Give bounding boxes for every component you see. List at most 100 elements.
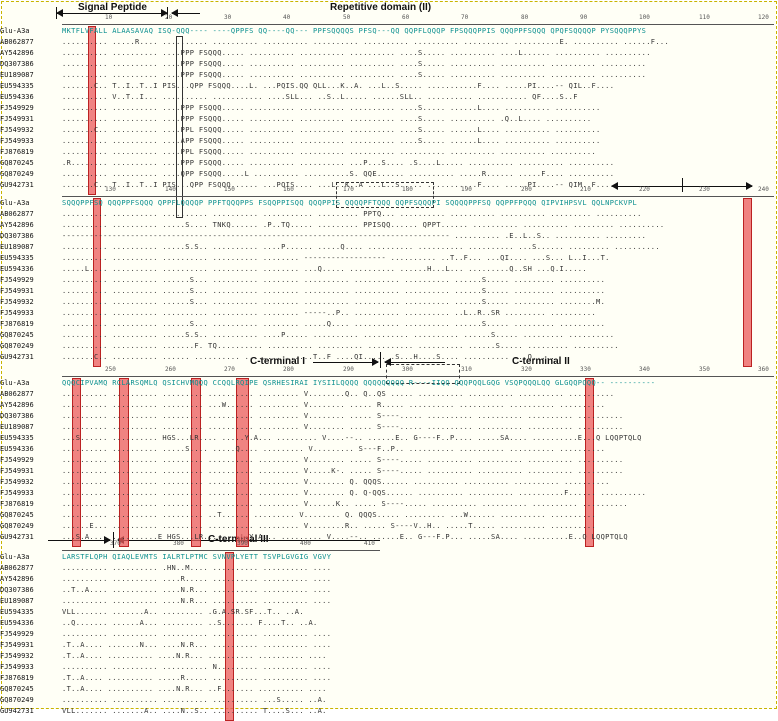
- ruler-tick-label: 160: [283, 186, 294, 193]
- sequence-residues: .......... .......... ......... ........…: [62, 478, 610, 486]
- ruler-tick-label: 230: [699, 186, 710, 193]
- alignment-row: AB062877 .......... .......... ......... …: [0, 389, 778, 400]
- sequence-name: FJ549932: [0, 478, 34, 486]
- sequence-residues: .......... .......... ....PPP FSQQQ.....…: [62, 60, 647, 68]
- alignment-row: GU942731 VLL....... .......A.. ....N..S..…: [0, 706, 778, 717]
- alignment-row: DQ307386 ..T..A.... .......... ....N.R...…: [0, 585, 778, 596]
- alignment-row: FJ549929 .......... .......... ......S...…: [0, 275, 778, 286]
- sequence-name: EU594336: [0, 265, 34, 273]
- ruler-tick-label: 350: [699, 366, 710, 373]
- sequence-residues: ..T..A.... .......... ....N.R... .......…: [62, 586, 332, 594]
- conserved-cysteine-highlight: [191, 378, 201, 547]
- sequence-name: EU594336: [0, 93, 34, 101]
- sequence-residues: .......... .......... ......... ........…: [62, 456, 624, 464]
- sequence-residues: .......... .......... .......F. TQ......…: [62, 342, 619, 350]
- alignment-row: FJ549933 .......... .......... ......... …: [0, 488, 778, 499]
- sequence-name: FJ549929: [0, 104, 34, 112]
- conserved-cysteine-highlight: [743, 198, 752, 367]
- sequence-residues: .......... .......... ......S... .......…: [62, 320, 606, 328]
- signal-peptide-bar-left: [56, 7, 57, 19]
- alignment-row: FJ876819 .......... .......... ......... …: [0, 499, 778, 510]
- ruler-tick-label: 90: [580, 14, 588, 21]
- sequence-name: AB062877: [0, 38, 34, 46]
- sequence-name: FJ876819: [0, 674, 34, 682]
- ruler-tick-label: 370: [110, 540, 121, 547]
- sequence-name: EU594335: [0, 608, 34, 616]
- sequence-name: DQ307386: [0, 586, 34, 594]
- sequence-residues: ......E... .......... ......... ........…: [62, 522, 597, 530]
- alignment-row: FJ549929 .......... .......... ..........…: [0, 629, 778, 640]
- sequence-name: FJ876819: [0, 320, 34, 328]
- sequence-residues: .......... .......... ......... ........…: [62, 467, 624, 475]
- alignment-row: FJ549932 .......C.. .......... ....PPL FS…: [0, 125, 778, 136]
- sequence-name: Glu-A3a: [0, 199, 30, 207]
- c-terminal-2-arrow: [384, 358, 445, 366]
- alignment-row: FJ549931 .......... .......... ....PPP FS…: [0, 114, 778, 125]
- ruler-tick-label: 180: [402, 186, 413, 193]
- sequence-residues: .......... .....R.... .......... .......…: [62, 38, 670, 46]
- sequence-residues: .......... .......... .......... .......…: [62, 696, 327, 704]
- alignment-row: FJ876819 .T..A.... .......... .....R.....…: [0, 673, 778, 684]
- sequence-residues: .......... .......... .HN..M.... .......…: [62, 564, 332, 572]
- sequence-residues: .......... .......... ......... ........…: [62, 390, 615, 398]
- sequence-residues: MKTFLVFALL ALAASAVAQ ISQ-QQQ---- ----QPP…: [62, 27, 647, 35]
- ruler-tick-label: 60: [402, 14, 410, 21]
- alignment-row: GQ870245 .R........ .......... ....PPP FS…: [0, 158, 778, 169]
- alignment-row: Glu-A3a QQQCIPVAMQ RCLARSQMLQ QSICHVMQQQ …: [0, 378, 778, 389]
- sequence-residues: .......... .......... ....APP FSQQQ.....…: [62, 137, 601, 145]
- sequence-residues: .......... .......... ......... ..T.....…: [62, 511, 597, 519]
- sequence-name: EU189087: [0, 423, 34, 431]
- alignment-row: EU189087 .......... .......... ....PPP FS…: [0, 70, 778, 81]
- alignment-row: FJ549929 .......... .......... ....PPP FS…: [0, 103, 778, 114]
- sequence-residues: .......... .......... ......S... .......…: [62, 287, 606, 295]
- sequence-name: EU189087: [0, 243, 34, 251]
- sequence-name: FJ549933: [0, 489, 34, 497]
- conserved-cysteine-highlight: [93, 198, 101, 367]
- sequence-name: EU594335: [0, 434, 34, 442]
- sequence-name: EU594335: [0, 82, 34, 90]
- position-ruler: 10 20 30 40 50 60 70 80 90 100 110 120: [62, 14, 774, 25]
- sequence-residues: .......... .......... .....S.S.. .......…: [62, 243, 660, 251]
- sequence-residues: VLL....... .......A.. ....N..S.. .......…: [62, 707, 327, 715]
- ruler-tick-label: 80: [521, 14, 529, 21]
- sequence-residues: .T..A.... .......N... ....N.R... .......…: [62, 641, 332, 649]
- signal-peptide-label: Signal Peptide: [78, 2, 147, 13]
- ruler-tick-label: 20: [165, 14, 173, 21]
- sequence-residues: .......... .......... .......... .......…: [62, 210, 642, 218]
- sequence-residues: .......... .......... ......... ........…: [62, 489, 647, 497]
- signal-peptide-arrow: [56, 9, 168, 17]
- sequence-residues: .....L.... .......... .......... .......…: [62, 265, 587, 273]
- alignment-row: FJ549929 .......... .......... ......... …: [0, 455, 778, 466]
- alignment-row: AY542896 .......... .......... ....PPP FS…: [0, 48, 778, 59]
- c-terminal-1-arrow: [313, 358, 379, 366]
- sequence-name: FJ549929: [0, 456, 34, 464]
- sequence-residues: .T..A.... .......... ....N.R... ..F.....…: [62, 685, 327, 693]
- sequence-name: GU942731: [0, 181, 34, 189]
- c-terminal-1-label: C-terminal I: [250, 356, 306, 367]
- ruler-tick-label: 260: [165, 366, 176, 373]
- alignment-row: EU594335 ...S...... .......... HGS...LR..…: [0, 433, 778, 444]
- sequence-residues: .......C.. T..I..T..I PIS...QPP FSQQQ...…: [62, 181, 615, 189]
- alignment-row: DQ307386 --------------------------------…: [0, 231, 778, 242]
- alignment-row: GU942731 .......C.. .......... ...... ...…: [0, 352, 778, 363]
- ruler-tick-label: 130: [105, 186, 116, 193]
- repetitive-domain-label: Repetitive domain (II): [330, 2, 432, 13]
- sequence-residues: .......... .......... .....S.... TNKQ...…: [62, 221, 665, 229]
- sequence-residues: .......... .......... ......... ...W....…: [62, 401, 606, 409]
- sequence-name: Glu-A3a: [0, 379, 30, 387]
- ruler-tick-label: 50: [343, 14, 351, 21]
- sequence-residues: .......... .......... .......... .......…: [62, 309, 597, 317]
- repetitive-domain-arrow: [171, 9, 200, 17]
- ruler-tick-label: 410: [364, 540, 375, 547]
- c-terminal-1-bar: [380, 352, 381, 368]
- alignment-row: GQ870245 .T..A.... .......... ....N.R... …: [0, 684, 778, 695]
- c-terminal-2-label: C-terminal II: [512, 356, 570, 367]
- sequence-name: FJ549932: [0, 298, 34, 306]
- indel-region-box: [336, 182, 434, 208]
- sequence-name: FJ549931: [0, 287, 34, 295]
- alignment-row: FJ549932 .......... .......... ......S...…: [0, 297, 778, 308]
- sequence-name: GQ870245: [0, 331, 34, 339]
- sequence-residues: LARSTFLQPH QIAQLEVMTS IALRTLPTMC SVNVPLY…: [62, 553, 332, 561]
- alignment-row: EU594335 .......C.. T..I..T..I PIS...QPP …: [0, 81, 778, 92]
- alignment-row: EU594335 .......... .......... ..........…: [0, 253, 778, 264]
